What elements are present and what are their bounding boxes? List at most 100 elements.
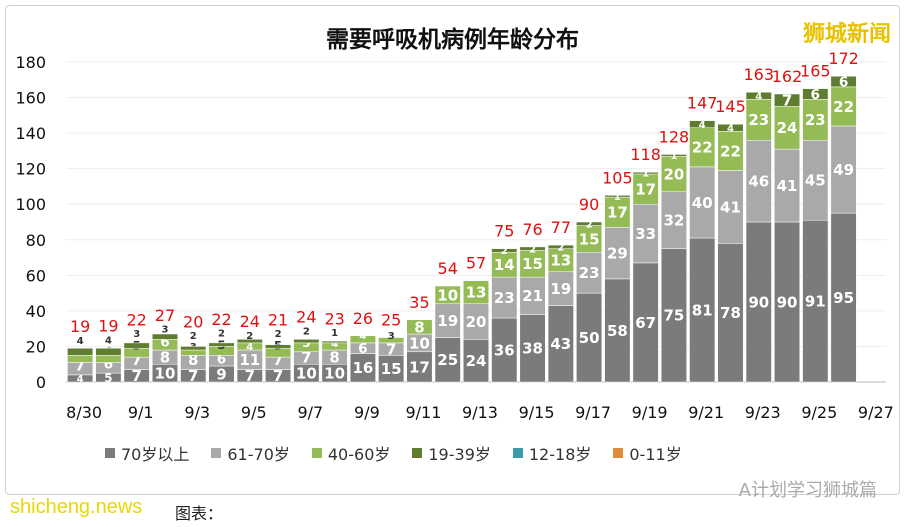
bar-segment: [208, 342, 235, 347]
data-label: 13: [466, 284, 487, 302]
bar-segment: [745, 99, 772, 141]
data-label: 75: [663, 307, 684, 325]
x-tick-label: 9/11: [405, 403, 441, 422]
bar-segment: [830, 212, 857, 383]
x-tick-label: 9/19: [632, 403, 668, 422]
x-tick-label: 9/27: [858, 403, 894, 422]
bar-segment: [830, 75, 857, 88]
data-label: 25: [437, 351, 458, 369]
data-label: 8: [329, 349, 339, 367]
data-label: 3: [133, 329, 140, 340]
total-label: 26: [353, 309, 373, 328]
data-label: 4: [331, 339, 338, 350]
y-tick-label: 60: [26, 266, 46, 285]
bar-segment: [632, 262, 659, 383]
total-label: 35: [409, 293, 429, 312]
bar-segment: [236, 339, 263, 344]
bar-segment: [349, 353, 376, 383]
legend-swatch: [613, 448, 624, 458]
legend-label: 0-11岁: [629, 445, 682, 464]
total-label: 90: [579, 195, 599, 214]
data-label: 7: [188, 367, 198, 385]
bar-segment: [123, 342, 150, 349]
bar-segment: [632, 173, 659, 205]
data-label: 8: [414, 318, 424, 336]
data-label: 7: [131, 367, 141, 385]
data-label: 11: [239, 351, 260, 369]
data-label: 17: [409, 358, 430, 376]
data-label: 4: [699, 120, 706, 131]
data-label: 7: [386, 341, 396, 359]
total-label: 24: [296, 308, 316, 327]
legend-item: 19-39岁: [412, 441, 491, 465]
data-label: 8: [188, 351, 198, 369]
total-label: 77: [551, 218, 571, 237]
total-label: 20: [183, 312, 203, 331]
total-label: 75: [494, 222, 514, 241]
bar-segment: [406, 319, 433, 335]
total-label: 22: [127, 310, 147, 329]
total-label: 19: [98, 317, 118, 336]
data-label: 17: [635, 181, 656, 199]
legend-item: 40-60岁: [311, 441, 390, 465]
data-label: 7: [245, 367, 255, 385]
x-tick-label: 9/3: [184, 403, 210, 422]
data-label: 2: [218, 329, 225, 340]
data-label: 15: [381, 360, 402, 378]
x-tick-label: 9/7: [297, 403, 323, 422]
total-label: 76: [522, 220, 542, 239]
total-label: 163: [743, 65, 774, 84]
x-tick-label: 8/30: [66, 403, 102, 422]
legend: 70岁以上 61-70岁 40-60岁 19-39岁 12-18岁 0-11岁: [105, 441, 682, 465]
data-label: 7: [273, 367, 283, 385]
bar-segment: [151, 333, 178, 340]
bar-segment: [660, 154, 687, 157]
data-label: 20: [663, 165, 684, 183]
total-label: 23: [324, 310, 344, 329]
data-label: 41: [777, 177, 798, 195]
total-label: 21: [268, 310, 288, 329]
data-label: 10: [324, 365, 345, 383]
site-watermark: shicheng.news: [10, 496, 143, 518]
y-tick-label: 180: [15, 53, 46, 72]
bar-segment: [293, 339, 320, 344]
data-label: 6: [104, 357, 114, 373]
data-label: 19: [437, 312, 458, 330]
data-label: 3: [388, 331, 395, 342]
legend-swatch: [211, 448, 222, 458]
bar-segment: [576, 221, 603, 226]
bar-segment: [802, 99, 829, 141]
bar-segment: [349, 335, 376, 344]
data-label: 4: [727, 123, 734, 134]
data-label: 4: [105, 335, 112, 346]
bar-segment: [491, 248, 518, 253]
data-label: 43: [550, 335, 571, 353]
bar-segment: [547, 271, 574, 306]
data-label: 10: [437, 286, 458, 304]
bar-segment: [802, 88, 829, 100]
bar-segment: [604, 195, 631, 198]
data-label: 10: [296, 365, 317, 383]
data-label: 23: [494, 289, 515, 307]
data-label: 24: [777, 119, 798, 137]
bar-segment: [830, 86, 857, 127]
legend-label: 70岁以上: [121, 445, 190, 464]
bar-segment: [463, 339, 489, 383]
bar-segment: [774, 93, 801, 107]
bar-segment: [689, 166, 716, 239]
data-label: 2: [190, 331, 197, 342]
data-label: 6: [358, 341, 368, 357]
data-label: 6: [160, 335, 170, 351]
legend-item: 61-70岁: [211, 441, 290, 465]
total-label: 24: [240, 312, 260, 331]
total-label: 162: [772, 67, 803, 86]
x-tick-label: 9/21: [688, 403, 724, 422]
total-label: 105: [602, 168, 633, 187]
data-label: 2: [529, 244, 536, 255]
bar-segment: [67, 347, 94, 356]
legend-swatch: [311, 448, 322, 458]
data-label: 78: [720, 304, 741, 322]
legend-swatch: [512, 448, 523, 458]
data-label: 90: [777, 293, 798, 311]
